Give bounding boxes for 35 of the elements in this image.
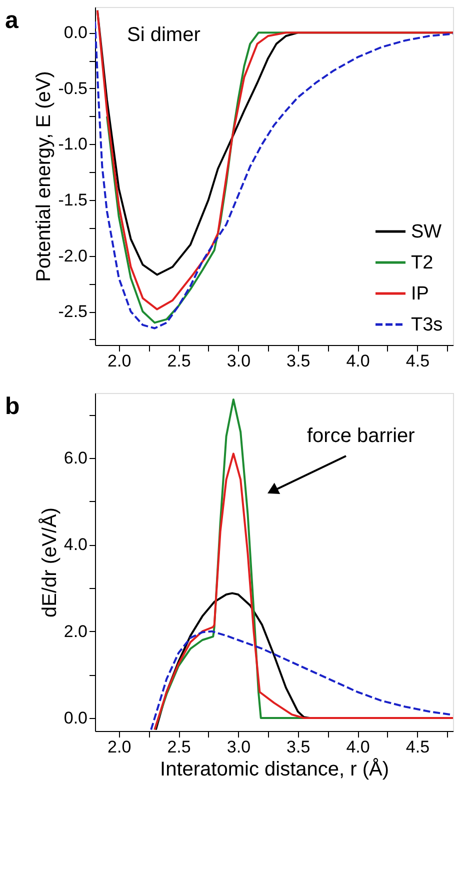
- x-tick-label: 3.5: [286, 738, 310, 756]
- x-tick-label: 3.0: [226, 352, 251, 370]
- legend-label: T2: [411, 252, 434, 274]
- y-tick-label: -1.5: [58, 190, 88, 210]
- x-tick-label: 3.0: [226, 738, 251, 756]
- y-tick-label: 4.0: [64, 535, 88, 554]
- y-tick-label: 0.0: [64, 23, 88, 42]
- x-tick-label: 4.0: [346, 738, 370, 756]
- line-series: [150, 630, 453, 731]
- legend-label: IP: [411, 284, 429, 304]
- x-tick-label: 4.5: [406, 352, 430, 370]
- y-tick-label: 0.0: [64, 708, 88, 728]
- y-tick-label: -1.0: [58, 134, 88, 154]
- x-tick-label: 4.5: [406, 738, 430, 756]
- y-tick-label: -2.0: [58, 246, 88, 266]
- line-series: [154, 452, 453, 731]
- x-tick-label: 2.0: [108, 352, 132, 370]
- x-tick-label: 3.5: [286, 352, 310, 370]
- y-tick-label: -2.5: [58, 302, 88, 322]
- y-axis-title: Potential energy, E (eV): [33, 71, 56, 282]
- y-tick-label: -0.5: [58, 78, 88, 98]
- x-tick-label: 2.0: [108, 738, 132, 756]
- text: b: [5, 393, 20, 420]
- legend-label: SW: [411, 222, 442, 242]
- y-tick-label: 2.0: [64, 622, 88, 641]
- x-tick-label: 2.5: [167, 352, 191, 370]
- y-tick-label: 6.0: [64, 448, 88, 468]
- x-tick-label: 2.5: [167, 738, 191, 756]
- x-axis-title: Interatomic distance, r (Å): [160, 758, 389, 780]
- annotation: force barrier: [307, 425, 416, 447]
- y-axis-title: dE/dr (eV/Å): [38, 507, 61, 618]
- text: a: [5, 7, 19, 34]
- annotation: Si dimer: [127, 24, 201, 46]
- x-tick-label: 4.0: [346, 352, 370, 370]
- legend-label: T3s: [411, 314, 443, 336]
